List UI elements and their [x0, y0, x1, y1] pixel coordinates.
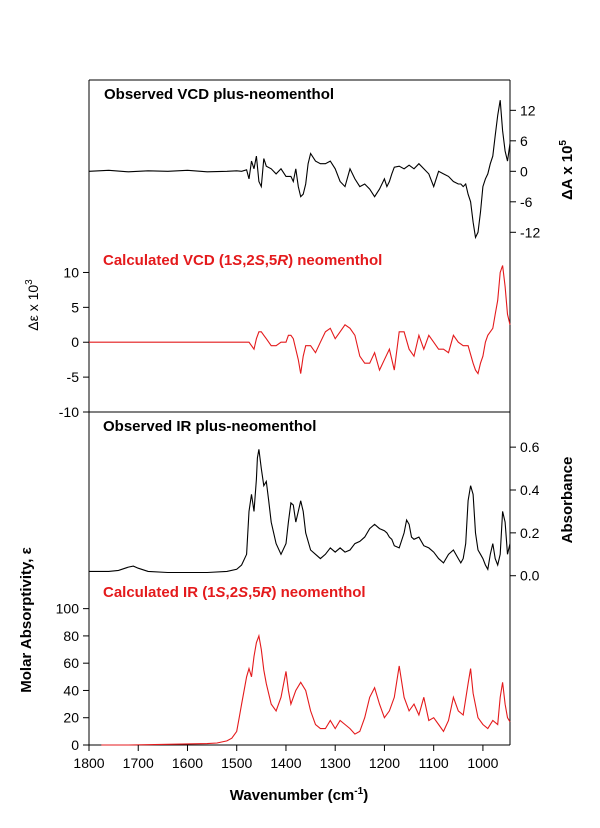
ytick-label: 0.2: [520, 525, 540, 541]
ytick-label: 40: [63, 682, 79, 698]
ylabel-molar-absorptivity: Molar Absorptivity, ε: [18, 547, 35, 692]
xtick-label: 1100: [419, 755, 449, 771]
ytick-label: 5: [71, 299, 79, 315]
xtick-label: 1200: [369, 755, 400, 771]
ytick-label: 0: [71, 737, 79, 753]
ytick-label: 10: [63, 264, 79, 280]
series-line-3: [101, 633, 511, 746]
title-observed-vcd: Observed VCD plus-neomenthol: [104, 86, 334, 103]
series-line-2: [89, 449, 511, 574]
ytick-label: 100: [56, 601, 80, 617]
title-observed-ir: Observed IR plus-neomenthol: [103, 418, 316, 435]
ylabel-absorbance: Absorbance: [559, 457, 576, 544]
ytick-label: 60: [63, 655, 79, 671]
xtick-label: 1700: [123, 755, 154, 771]
title-calculated-vcd: Calculated VCD (1S,2S,5R) neomenthol: [103, 252, 382, 269]
ytick-label: -6: [520, 194, 533, 210]
xtick-label: 1500: [221, 755, 252, 771]
series-line-1: [89, 265, 511, 375]
ytick-label: -12: [520, 224, 540, 240]
ytick-label: 20: [63, 710, 79, 726]
ytick-label: 0.4: [520, 482, 540, 498]
title-calculated-ir: Calculated IR (1S,2S,5R) neomenthol: [103, 584, 366, 601]
ytick-label: 0.0: [520, 568, 540, 584]
dynamic-marks: 1260-6-121050-5-100.60.40.20.01008060402…: [56, 100, 540, 771]
series-line-0: [88, 100, 511, 240]
ytick-label: 0.6: [520, 439, 540, 455]
ytick-label: 0: [71, 334, 79, 350]
ytick-label: 6: [520, 133, 528, 149]
xtick-label: 1600: [172, 755, 203, 771]
ytick-label: -5: [67, 369, 80, 385]
ylabel-vcd-calculated: Δε x 103: [24, 279, 41, 331]
xtick-label: 1300: [320, 755, 351, 771]
xlabel: Wavenumber (cm-1): [230, 786, 368, 804]
xtick-label: 1400: [270, 755, 301, 771]
ytick-label: 12: [520, 102, 536, 118]
xtick-label: 1000: [467, 755, 498, 771]
ytick-label: 0: [520, 163, 528, 179]
ytick-label: -10: [59, 404, 79, 420]
ytick-label: 80: [63, 628, 79, 644]
xtick-label: 1800: [73, 755, 104, 771]
ylabel-vcd-observed: ΔA x 105: [558, 140, 576, 200]
